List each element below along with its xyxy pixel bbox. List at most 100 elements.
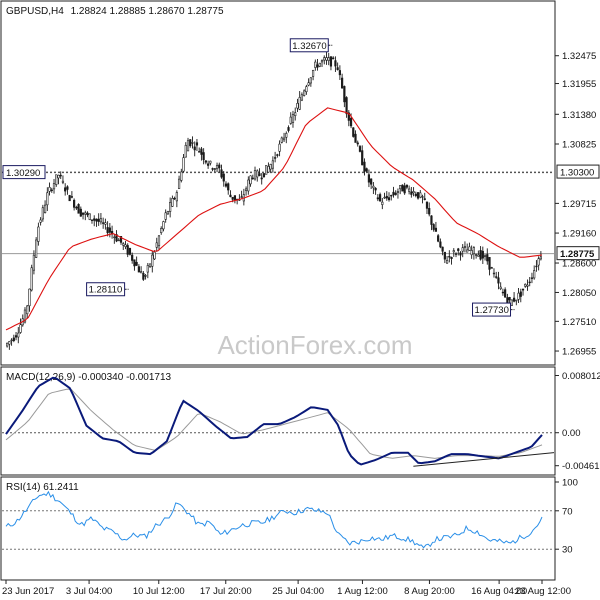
watermark: ActionForex.com: [217, 330, 412, 360]
y-tick-label: 1.28050: [562, 288, 596, 299]
y-tick-label: 1.28600: [562, 259, 596, 270]
x-tick-label: 16 Aug 04:00: [471, 586, 527, 597]
candle-body: [227, 183, 230, 191]
candle-body: [171, 198, 174, 207]
candle-body: [396, 191, 400, 193]
candle-body: [39, 219, 42, 223]
candle-body: [95, 218, 98, 222]
candle-body: [8, 341, 11, 345]
candle-body: [403, 185, 406, 194]
candle-body: [224, 183, 228, 187]
candle-body: [233, 195, 237, 201]
candle-body: [253, 170, 257, 180]
candle-body: [93, 218, 96, 221]
candle-body: [361, 150, 364, 166]
candle-body: [222, 173, 225, 182]
candle-body: [189, 139, 192, 147]
candle-body: [378, 194, 382, 202]
candle-body: [332, 57, 335, 60]
candle-body: [153, 251, 156, 260]
candle-body: [305, 86, 308, 93]
candle-body: [50, 189, 53, 191]
candle-body: [142, 272, 145, 280]
candle-body: [289, 116, 292, 124]
y-tick-label: 1.30825: [562, 139, 596, 150]
candle-body: [298, 97, 301, 110]
candle-body: [218, 164, 221, 169]
candle-body: [390, 194, 393, 197]
candle-body: [445, 260, 449, 264]
candle-body: [52, 183, 56, 190]
candle-body: [399, 185, 402, 190]
candle-body: [314, 61, 317, 68]
candle-body: [401, 184, 404, 192]
candle-body: [323, 57, 326, 61]
candle-body: [97, 218, 100, 222]
candle-body: [343, 86, 346, 103]
candle-body: [410, 191, 413, 195]
y-tick-label: 1.31955: [562, 79, 596, 90]
level-tag-label: 1.28775: [560, 249, 595, 260]
candle-body: [90, 219, 94, 221]
candle-body: [32, 254, 36, 271]
level-tag-box: [2, 165, 46, 180]
candle-body: [412, 191, 415, 194]
candle-body: [479, 250, 482, 260]
candle-body: [495, 276, 498, 278]
candle-body: [457, 248, 460, 251]
candle-body: [307, 82, 310, 86]
candle-body: [41, 207, 44, 220]
candle-body: [135, 261, 138, 266]
y-tick-label: 1.31380: [562, 110, 596, 121]
level-tag-label: 1.30300: [560, 168, 594, 179]
candle-body: [84, 212, 87, 215]
candle-body: [133, 259, 136, 267]
candle-body: [535, 265, 538, 268]
candle-body: [358, 146, 362, 152]
candle-body: [325, 57, 328, 61]
macd-signal-line: [5, 388, 543, 459]
candle-body: [68, 195, 71, 202]
candle-body: [345, 97, 348, 115]
rsi-title: RSI(14) 61.2411: [6, 482, 79, 493]
candle-body: [124, 244, 127, 247]
candle-body: [477, 254, 480, 257]
candle-body: [300, 94, 304, 101]
candle-body: [428, 208, 431, 215]
candle-body: [211, 168, 214, 170]
candle-body: [374, 187, 377, 191]
candle-body: [347, 112, 350, 121]
candle-body: [497, 277, 500, 284]
candle-body: [258, 173, 261, 176]
candle-body: [180, 171, 183, 181]
candle-body: [144, 275, 147, 277]
candle-body: [108, 227, 111, 233]
candle-body: [271, 160, 274, 169]
candle-body: [539, 256, 542, 260]
candle-body: [200, 148, 203, 155]
x-tick-label: 8 Aug 20:00: [404, 586, 455, 597]
candle-body: [533, 270, 536, 279]
candle-body: [75, 206, 78, 209]
y-tick-label: 1.27510: [562, 317, 596, 328]
level-tag-box: [556, 246, 600, 261]
candle-body: [349, 118, 353, 127]
candle-body: [86, 212, 89, 216]
candle-body: [448, 256, 451, 258]
candle-body: [113, 236, 116, 239]
candle-body: [454, 253, 458, 255]
candle-body: [443, 251, 446, 260]
candle-body: [184, 144, 187, 158]
candle-body: [528, 281, 531, 284]
candle-body: [202, 152, 205, 161]
candle-body: [160, 228, 163, 233]
candle-body: [472, 247, 475, 255]
candle-body: [481, 250, 484, 259]
candle-body: [526, 284, 529, 287]
x-tick-label: 1 Aug 12:00: [337, 586, 388, 597]
candle-body: [169, 202, 172, 212]
candle-body: [215, 165, 219, 170]
candle-body: [23, 309, 27, 323]
candle-body: [28, 288, 31, 307]
